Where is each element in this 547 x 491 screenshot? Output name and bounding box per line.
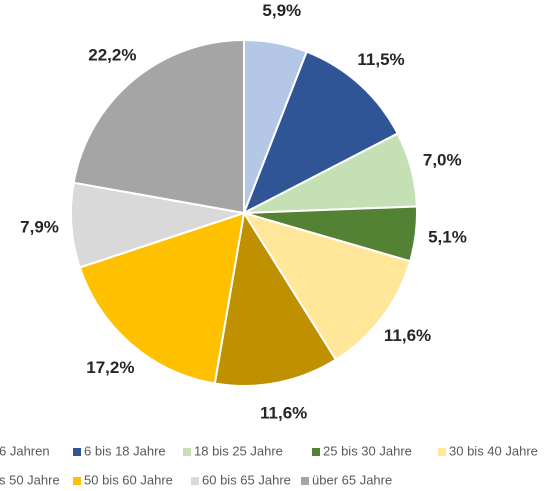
legend-label: 60 bis 65 Jahre <box>202 472 291 487</box>
value-label: 22,2% <box>88 45 136 64</box>
legend-label: 18 bis 25 Jahre <box>194 443 283 458</box>
value-label: 7,9% <box>20 217 59 236</box>
legend-swatch <box>301 477 309 485</box>
legend-label: s 50 Jahre <box>0 472 60 487</box>
value-label: 11,6% <box>384 326 431 345</box>
legend-swatch <box>73 448 81 456</box>
value-label: 11,6% <box>260 404 307 423</box>
pie-slice <box>72 38 245 215</box>
legend-swatch <box>312 448 320 456</box>
legend-label: 30 bis 40 Jahre <box>449 443 538 458</box>
legend-swatch <box>183 448 191 456</box>
legend-label: 25 bis 30 Jahre <box>323 443 412 458</box>
legend-label: 50 bis 60 Jahre <box>84 472 173 487</box>
legend-label: 6 bis 18 Jahre <box>84 443 166 458</box>
pie-slice <box>213 210 338 387</box>
legend-label: über 65 Jahre <box>312 472 392 487</box>
value-label: 5,1% <box>428 228 467 247</box>
pie-slice <box>242 50 399 216</box>
pie-slice <box>241 211 412 362</box>
value-label: 11,5% <box>357 50 404 69</box>
legend-swatch <box>73 477 81 485</box>
value-label: 7,0% <box>423 150 462 169</box>
value-label: 5,9% <box>262 1 301 20</box>
pie-slice <box>78 211 246 385</box>
legend-label: 6 Jahren <box>0 443 50 458</box>
legend-swatch <box>438 448 446 456</box>
value-label: 17,2% <box>86 358 134 377</box>
legend-swatch <box>191 477 199 485</box>
